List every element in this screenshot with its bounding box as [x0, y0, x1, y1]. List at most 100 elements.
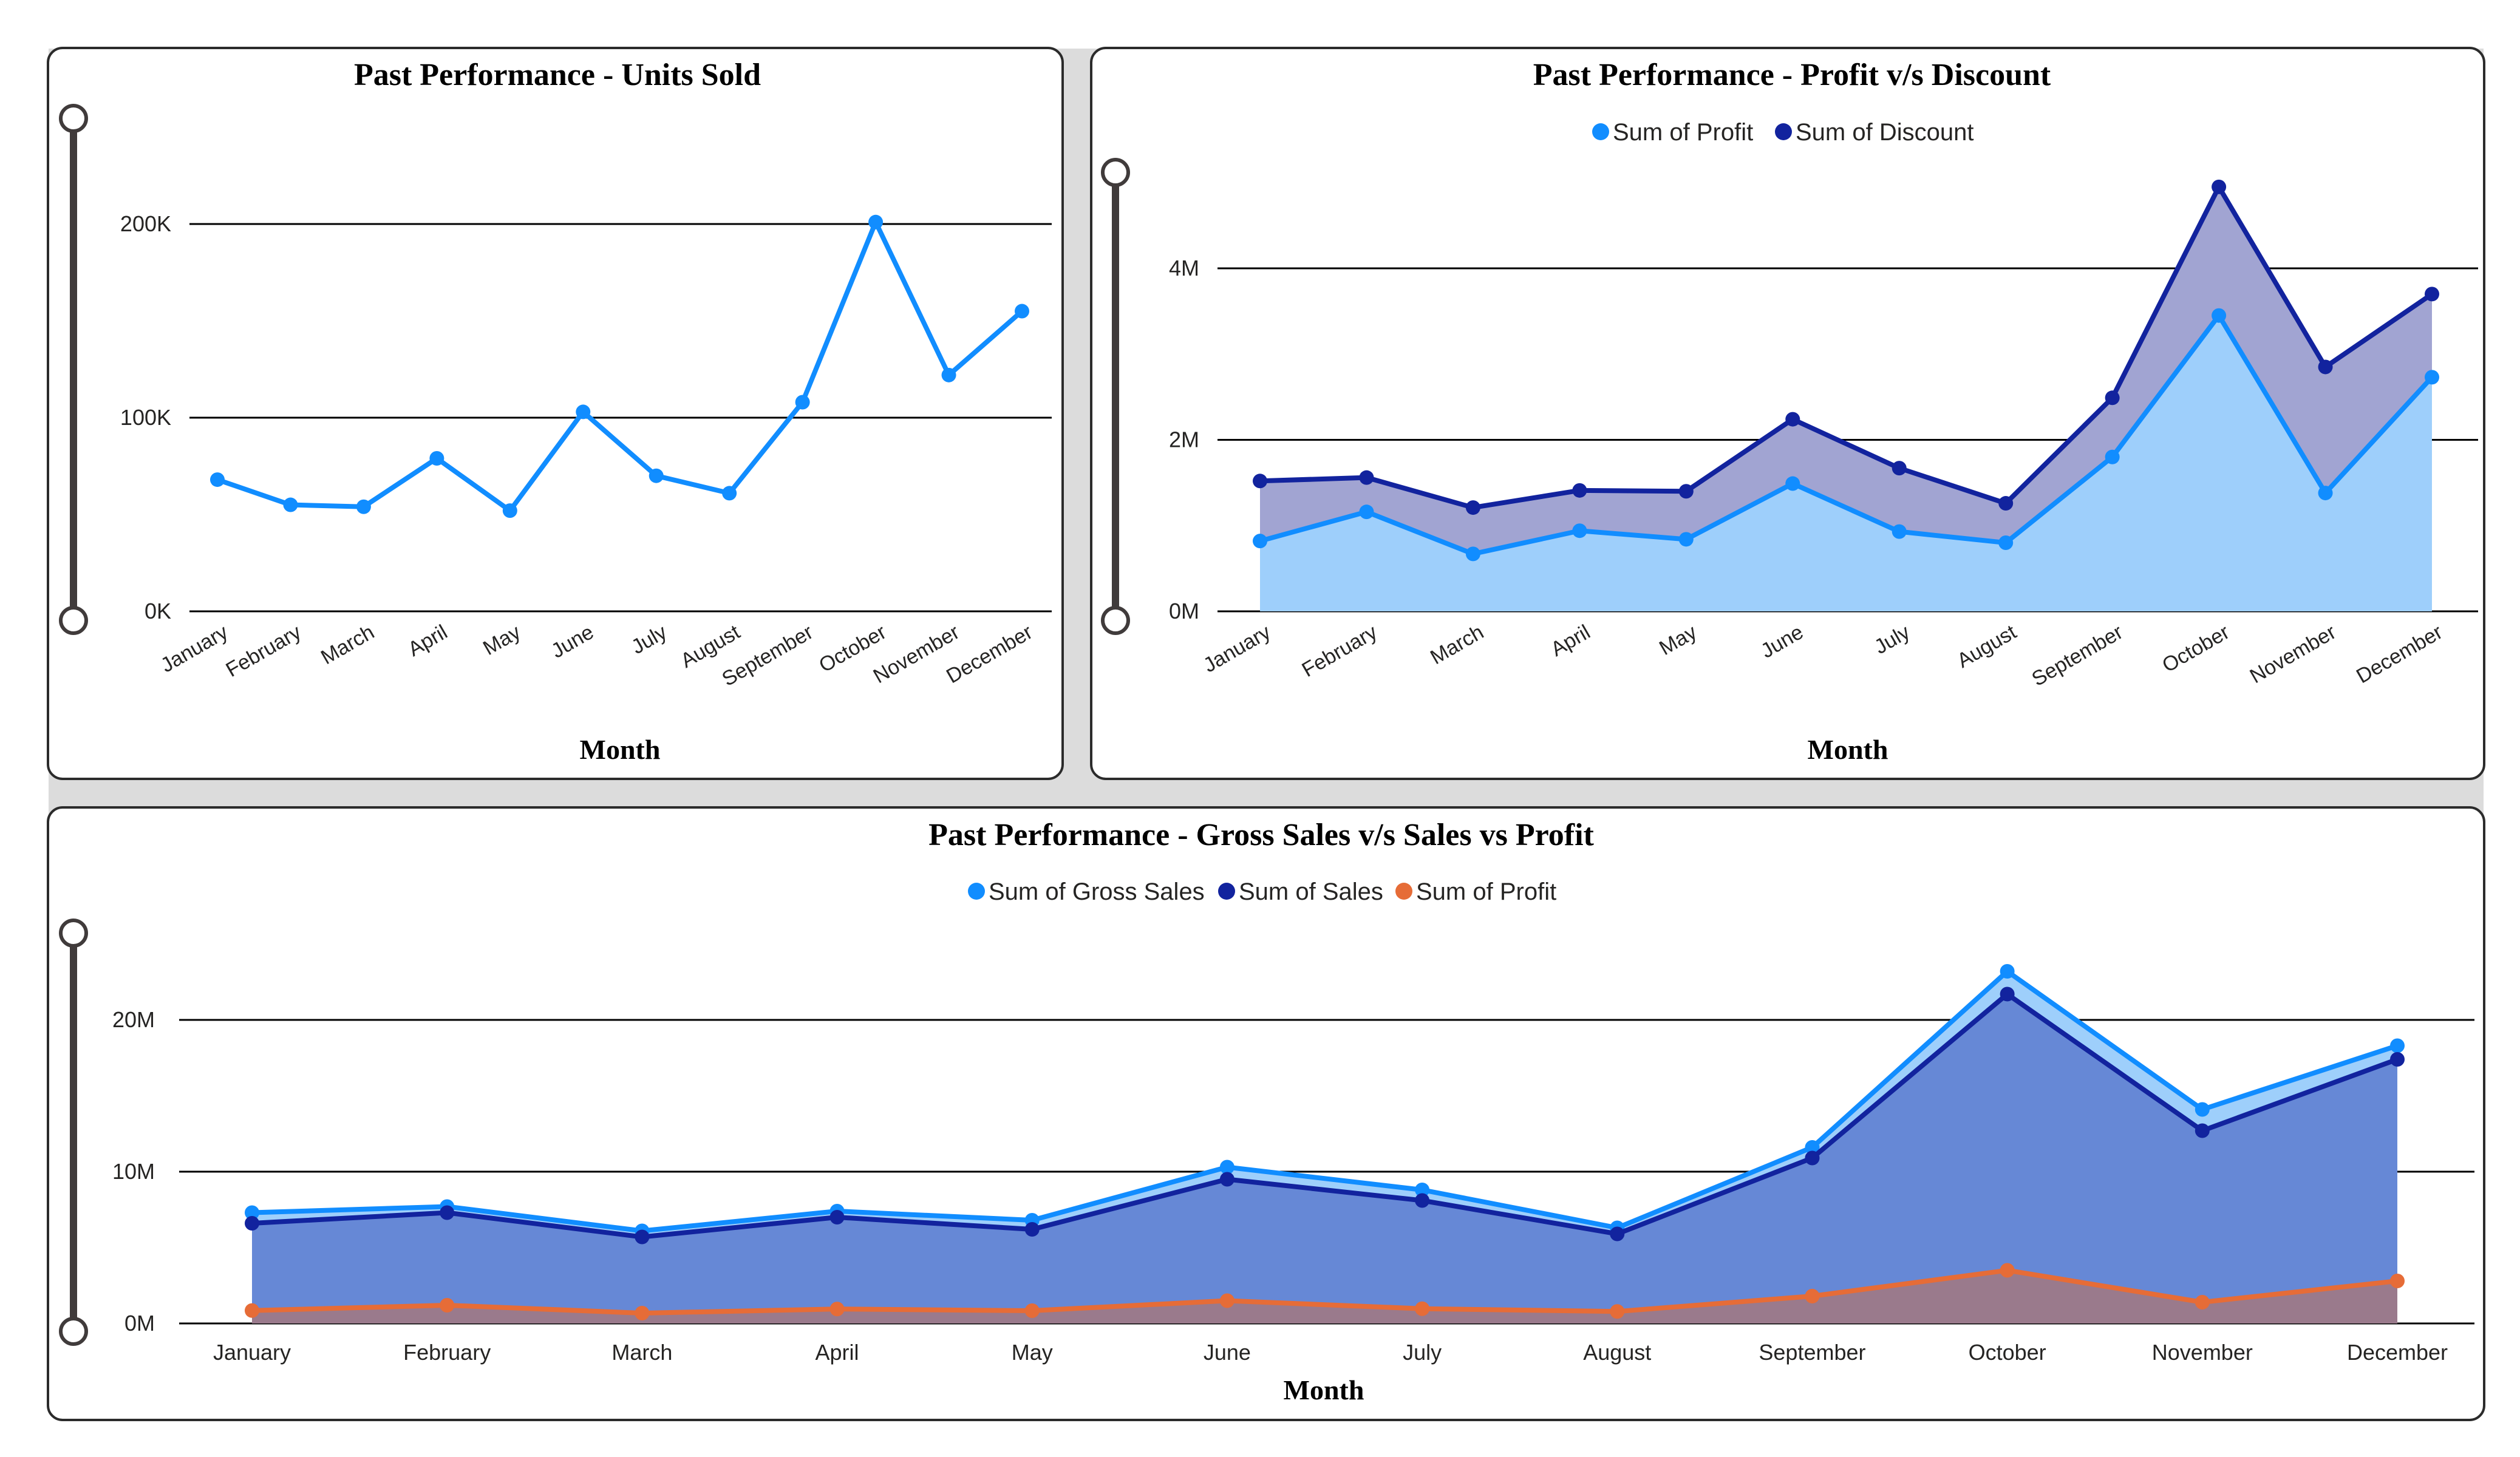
- data-point-sum-of-profit: [2318, 486, 2333, 501]
- x-tick-label: April: [1547, 620, 1594, 661]
- area-sum-of-sales: [252, 994, 2397, 1323]
- units-sold-x-axis-title: Month: [580, 734, 661, 765]
- data-point-sum-of-profit: [1465, 546, 1480, 562]
- x-tick-label: September: [2028, 620, 2127, 691]
- data-point-units-sold: [356, 499, 371, 514]
- data-point-sum-of-gross-sales: [2390, 1038, 2405, 1053]
- profit-discount-title: Past Performance - Profit v/s Discount: [1533, 58, 2051, 92]
- profit-discount-legend[interactable]: Sum of Profit Sum of Discount: [1592, 119, 1973, 146]
- data-point-sum-of-sales: [1805, 1150, 1820, 1166]
- zoom-slider-top-handle[interactable]: [59, 104, 88, 133]
- zoom-slider-bottom-handle[interactable]: [59, 606, 88, 635]
- data-point-sum-of-profit: [440, 1298, 455, 1313]
- data-point-sum-of-sales: [2195, 1123, 2210, 1138]
- data-point-sum-of-gross-sales: [1805, 1140, 1820, 1155]
- line-sum-of-profit: [250, 1268, 2400, 1316]
- zoom-slider-bottom-handle[interactable]: [1101, 606, 1130, 635]
- legend-label-profit[interactable]: Sum of Profit: [1416, 878, 1556, 905]
- data-point-sum-of-discount: [2212, 179, 2227, 194]
- x-tick-label: October: [2158, 620, 2233, 677]
- y-tick-label: 0K: [145, 599, 171, 623]
- gross-sales-x-axis-title: Month: [1284, 1374, 1364, 1405]
- data-point-sum-of-profit: [1892, 524, 1907, 539]
- data-point-units-sold: [1015, 304, 1029, 319]
- x-tick-label: June: [1204, 1340, 1251, 1365]
- data-point-sum-of-sales: [440, 1205, 455, 1220]
- gross-sales-legend[interactable]: Sum of Gross Sales Sum of Sales Sum of P…: [968, 878, 1556, 905]
- legend-label-profit[interactable]: Sum of Profit: [1613, 119, 1753, 146]
- data-point-sum-of-profit: [1415, 1301, 1430, 1316]
- line-sum-of-sales: [250, 991, 2400, 1240]
- data-point-sum-of-sales: [635, 1229, 650, 1245]
- data-point-sum-of-discount: [1465, 500, 1480, 515]
- data-point-sum-of-profit: [1572, 523, 1587, 538]
- x-tick-label: July: [627, 620, 670, 659]
- data-point-sum-of-profit: [635, 1306, 650, 1320]
- legend-label-sales[interactable]: Sum of Sales: [1239, 878, 1383, 905]
- data-point-sum-of-sales: [1415, 1193, 1430, 1208]
- zoom-slider-bottom-handle[interactable]: [59, 1317, 88, 1346]
- y-tick-label: 0M: [1169, 599, 1199, 623]
- data-point-sum-of-sales: [1610, 1226, 1625, 1241]
- legend-marker-profit: [1395, 883, 1412, 900]
- x-tick-label: June: [1757, 620, 1807, 663]
- zoom-slider-top-handle[interactable]: [1101, 158, 1130, 187]
- x-tick-label: August: [1953, 620, 2021, 673]
- data-point-units-sold: [722, 486, 737, 501]
- line-units-sold: [215, 219, 1024, 514]
- data-point-units-sold: [576, 404, 591, 419]
- x-tick-label: February: [222, 620, 305, 682]
- x-tick-label: December: [2347, 1340, 2448, 1365]
- units-sold-zoom-slider[interactable]: [59, 104, 88, 635]
- y-tick-label: 10M: [112, 1159, 155, 1184]
- data-point-sum-of-discount: [1892, 461, 1907, 476]
- data-point-sum-of-gross-sales: [2195, 1102, 2210, 1117]
- data-point-units-sold: [868, 214, 884, 229]
- data-point-sum-of-gross-sales: [2000, 964, 2015, 979]
- units-sold-title: Past Performance - Units Sold: [354, 58, 761, 92]
- legend-marker-gross-sales: [968, 883, 985, 900]
- data-point-sum-of-gross-sales: [245, 1205, 259, 1220]
- y-tick-label: 200K: [120, 211, 171, 236]
- data-point-sum-of-profit: [1359, 504, 1374, 520]
- data-point-sum-of-discount: [2318, 359, 2333, 375]
- zoom-slider-top-handle[interactable]: [59, 919, 88, 948]
- data-point-sum-of-sales: [2390, 1052, 2405, 1067]
- data-point-sum-of-discount: [1359, 470, 1374, 485]
- line-sum-of-gross-sales: [250, 969, 2400, 1234]
- x-tick-label: February: [1298, 620, 1381, 682]
- data-point-sum-of-discount: [1785, 412, 1800, 427]
- data-point-units-sold: [210, 472, 225, 487]
- data-point-units-sold: [795, 395, 810, 410]
- data-point-sum-of-gross-sales: [1219, 1160, 1234, 1175]
- gross-sales-zoom-slider[interactable]: [59, 919, 88, 1346]
- data-point-sum-of-profit: [1998, 535, 2014, 550]
- data-point-sum-of-discount: [1572, 483, 1587, 498]
- x-tick-label: August: [1583, 1340, 1651, 1365]
- profit_discount-plot: 0M 2M 4M January February March April May June Ju…: [1169, 179, 2478, 691]
- data-point-sum-of-profit: [1805, 1289, 1820, 1303]
- legend-label-discount[interactable]: Sum of Discount: [1796, 119, 1973, 146]
- units-sold-card[interactable]: [47, 47, 1064, 780]
- x-tick-label: November: [2152, 1340, 2253, 1365]
- legend-label-gross-sales[interactable]: Sum of Gross Sales: [989, 878, 1205, 905]
- legend-marker-sales: [1218, 883, 1235, 900]
- data-point-sum-of-sales: [1024, 1222, 1040, 1237]
- y-tick-label: 0M: [124, 1311, 155, 1336]
- data-point-sum-of-profit: [245, 1303, 259, 1318]
- x-tick-label: February: [403, 1340, 491, 1365]
- x-tick-label: October: [1969, 1340, 2046, 1365]
- legend-marker-profit: [1592, 123, 1609, 140]
- data-point-sum-of-profit: [1610, 1304, 1625, 1319]
- data-point-sum-of-sales: [1219, 1172, 1234, 1187]
- data-point-sum-of-discount: [1253, 474, 1267, 489]
- profit-discount-zoom-slider[interactable]: [1101, 158, 1130, 635]
- profit-discount-x-axis-title: Month: [1808, 734, 1888, 765]
- x-tick-label: April: [404, 620, 451, 661]
- line-sum-of-discount: [1258, 184, 2434, 511]
- data-point-sum-of-sales: [829, 1210, 845, 1224]
- x-tick-label: July: [1403, 1340, 1442, 1365]
